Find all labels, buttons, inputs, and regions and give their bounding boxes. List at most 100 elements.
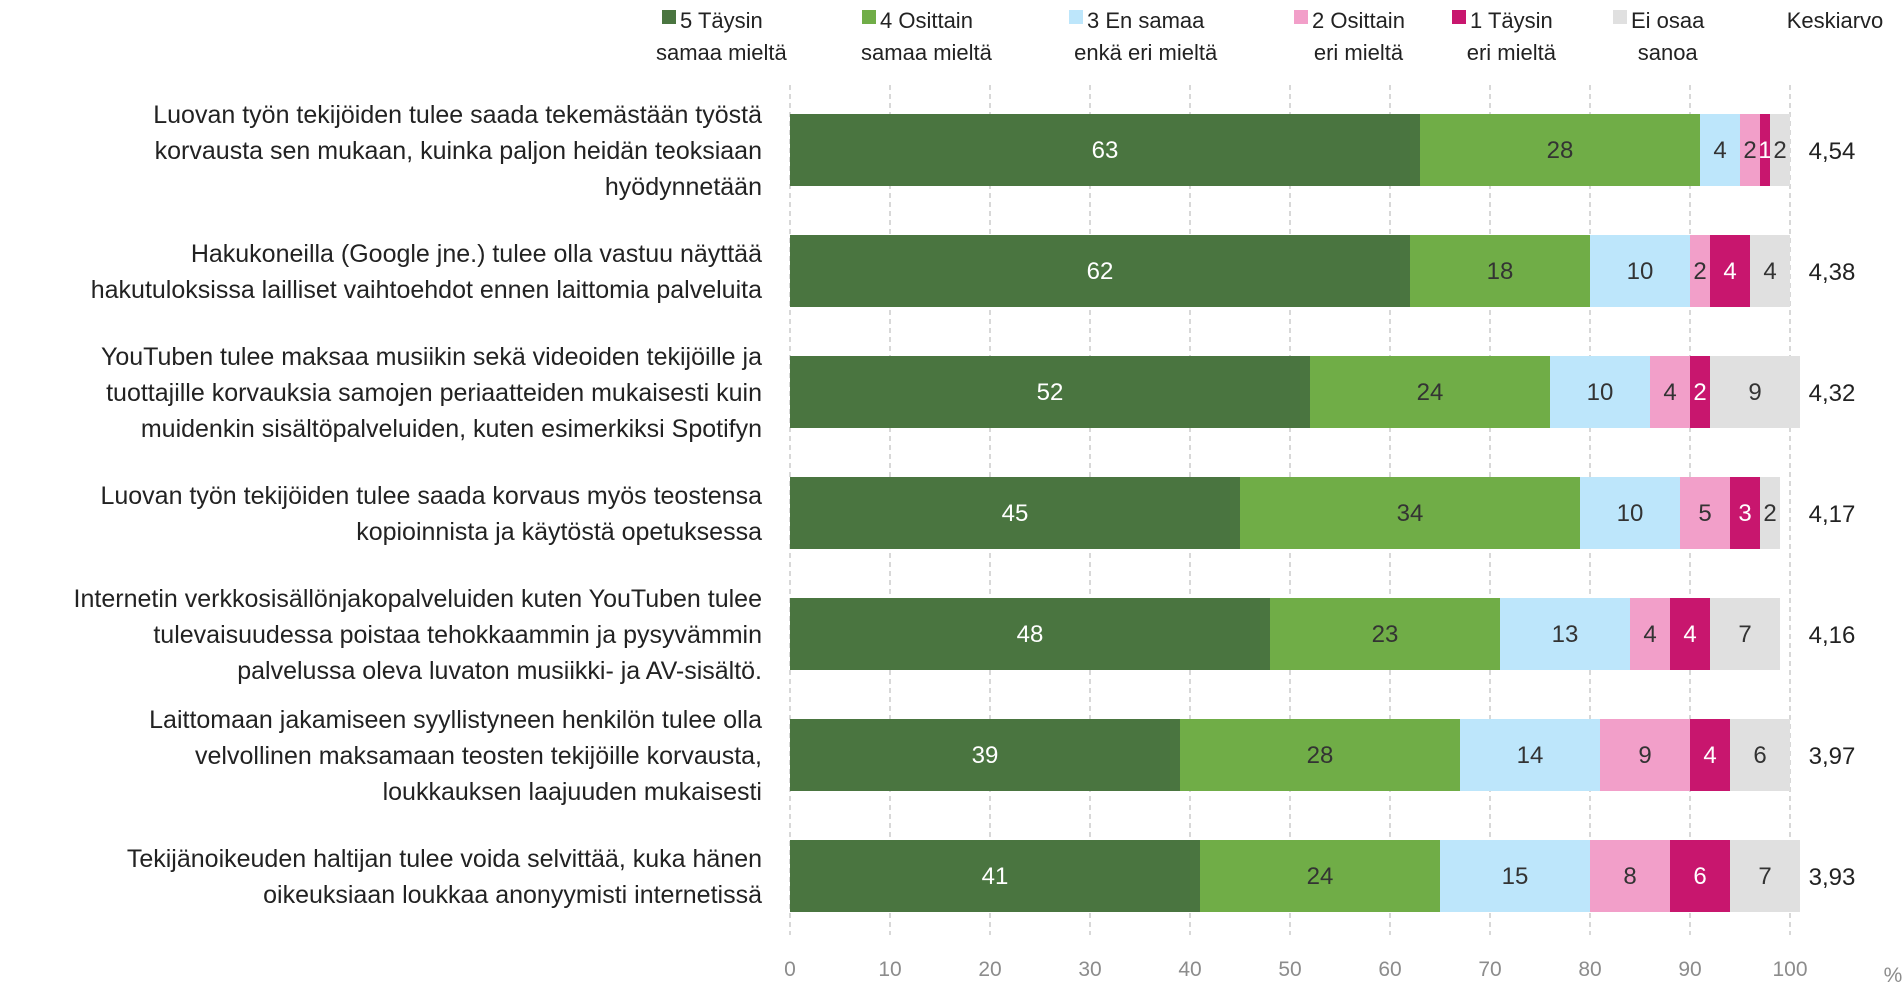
data-label: 13 (1552, 621, 1579, 648)
data-label: 34 (1397, 500, 1424, 527)
category-label-line: loukkauksen laajuuden mukaisesti (383, 778, 762, 806)
category-label-line: kopioinnista ja käytöstä opetuksessa (356, 518, 762, 546)
bar-row: 45 34 10 5 3 2 (790, 477, 1780, 549)
category-label-line: Tekijänoikeuden haltijan tulee voida sel… (127, 845, 762, 873)
data-label: 28 (1547, 137, 1574, 164)
legend-item: 2 Osittain eri mieltä (1294, 8, 1405, 65)
legend-swatch (1452, 10, 1466, 24)
category-label-line: tuottajille korvauksia samojen periaatte… (106, 379, 762, 407)
bar-segment (1200, 840, 1440, 912)
data-label: 9 (1638, 742, 1651, 769)
x-tick-label: 0 (784, 958, 796, 981)
legend-label: 5 Täysin (680, 8, 763, 33)
bar-segment (1590, 840, 1670, 912)
mean-value: 4,54 (1809, 138, 1856, 165)
bar-segment (1680, 477, 1730, 549)
bar-row: 39 28 14 9 4 6 (790, 719, 1790, 791)
data-label: 4 (1763, 258, 1776, 285)
bar-row: 52 24 10 4 2 9 (790, 356, 1800, 428)
bar-segment (1420, 114, 1700, 186)
data-label: 24 (1417, 379, 1444, 406)
bar-segment (790, 719, 1180, 791)
bar-row: 48 23 13 4 4 7 (790, 598, 1780, 670)
bar-segment (1710, 356, 1800, 428)
data-label: 18 (1487, 258, 1514, 285)
mean-value: 4,38 (1809, 259, 1856, 286)
category-label-line: oikeuksiaan loukkaa anonyymisti internet… (263, 881, 762, 909)
legend-item: 4 Osittain samaa mieltä (861, 8, 993, 65)
x-tick-label: 10 (878, 958, 901, 981)
data-label: 52 (1037, 379, 1064, 406)
legend-label: samaa mieltä (861, 40, 993, 65)
x-tick-label: 100 (1772, 958, 1807, 981)
data-label: 1 (1758, 137, 1771, 164)
bar-segment (1600, 719, 1690, 791)
x-tick-label: 40 (1178, 958, 1201, 981)
data-label: 6 (1753, 742, 1766, 769)
data-label: 2 (1773, 137, 1786, 164)
bar-segment (1690, 235, 1710, 307)
bar-row: 62 18 10 2 4 4 (790, 235, 1790, 307)
bar-row: 41 24 15 8 6 7 (790, 840, 1800, 912)
data-label: 63 (1092, 137, 1119, 164)
bar-row: 63 28 4 2 1 2 (790, 114, 1790, 186)
mean-value: 4,16 (1809, 622, 1856, 649)
category-label-line: YouTuben tulee maksaa musiikin sekä vide… (101, 343, 762, 371)
bar-segment (1760, 114, 1770, 186)
bar-segment (1590, 235, 1690, 307)
data-label: 3 (1738, 500, 1751, 527)
data-label: 4 (1703, 742, 1716, 769)
data-label: 7 (1738, 621, 1751, 648)
data-label: 28 (1307, 742, 1334, 769)
bar-segment (1310, 356, 1550, 428)
legend-label: Ei osaa (1631, 8, 1705, 33)
data-label: 8 (1623, 863, 1636, 890)
category-label: Hakukoneilla (Google jne.) tulee olla va… (91, 240, 762, 304)
bar-segment (1760, 477, 1780, 549)
bar-segment (1630, 598, 1670, 670)
bar-segment (1580, 477, 1680, 549)
data-label: 45 (1002, 500, 1029, 527)
bar-segment (1730, 719, 1790, 791)
bar-segment (1740, 114, 1760, 186)
bar-segment (790, 840, 1200, 912)
bar-segment (1460, 719, 1600, 791)
data-label: 24 (1307, 863, 1334, 890)
legend-label: 2 Osittain (1312, 8, 1405, 33)
x-tick-label: 70 (1478, 958, 1501, 981)
x-tick-label: 30 (1078, 958, 1101, 981)
bar-segment (1240, 477, 1580, 549)
category-label-line: velvollinen maksamaan teosten tekijöille… (195, 742, 762, 770)
data-label: 5 (1698, 500, 1711, 527)
category-label: YouTuben tulee maksaa musiikin sekä vide… (101, 343, 762, 443)
legend-item: 3 En samaa enkä eri mieltä (1069, 8, 1218, 65)
bar-segment (1730, 840, 1800, 912)
legend-swatch (1069, 10, 1083, 24)
category-label-line: hakutuloksissa lailliset vaihtoehdot enn… (91, 276, 762, 304)
bar-segment (1710, 235, 1750, 307)
x-axis: 0 10 20 30 40 50 60 70 80 90 100% (784, 958, 1902, 987)
legend-label: 1 Täysin (1470, 8, 1553, 33)
x-axis-unit: % (1884, 964, 1903, 987)
legend-label: 3 En samaa (1087, 8, 1205, 33)
category-label-line: Hakukoneilla (Google jne.) tulee olla va… (191, 240, 762, 268)
mean-values: 4,54 4,38 4,32 4,17 4,16 3,97 3,93 (1809, 138, 1856, 891)
data-label: 62 (1087, 258, 1114, 285)
category-label-line: Luovan työn tekijöiden tulee saada tekem… (153, 101, 762, 129)
data-label: 4 (1643, 621, 1656, 648)
legend-swatch (1294, 10, 1308, 24)
data-label: 10 (1617, 500, 1644, 527)
data-label: 9 (1748, 379, 1761, 406)
legend-label: enkä eri mieltä (1074, 40, 1218, 65)
mean-value: 4,17 (1809, 501, 1856, 528)
category-label-line: tulevaisuudessa poistaa tehokkaammin ja … (153, 621, 762, 649)
bar-segment (1690, 719, 1730, 791)
category-label: Luovan työn tekijöiden tulee saada korva… (100, 482, 762, 546)
data-label: 48 (1017, 621, 1044, 648)
data-label: 14 (1517, 742, 1544, 769)
bar-segment (1770, 114, 1790, 186)
bar-segment (1750, 235, 1790, 307)
category-label-line: Luovan työn tekijöiden tulee saada korva… (100, 482, 762, 510)
legend-item: Ei osaa sanoa (1613, 8, 1705, 65)
